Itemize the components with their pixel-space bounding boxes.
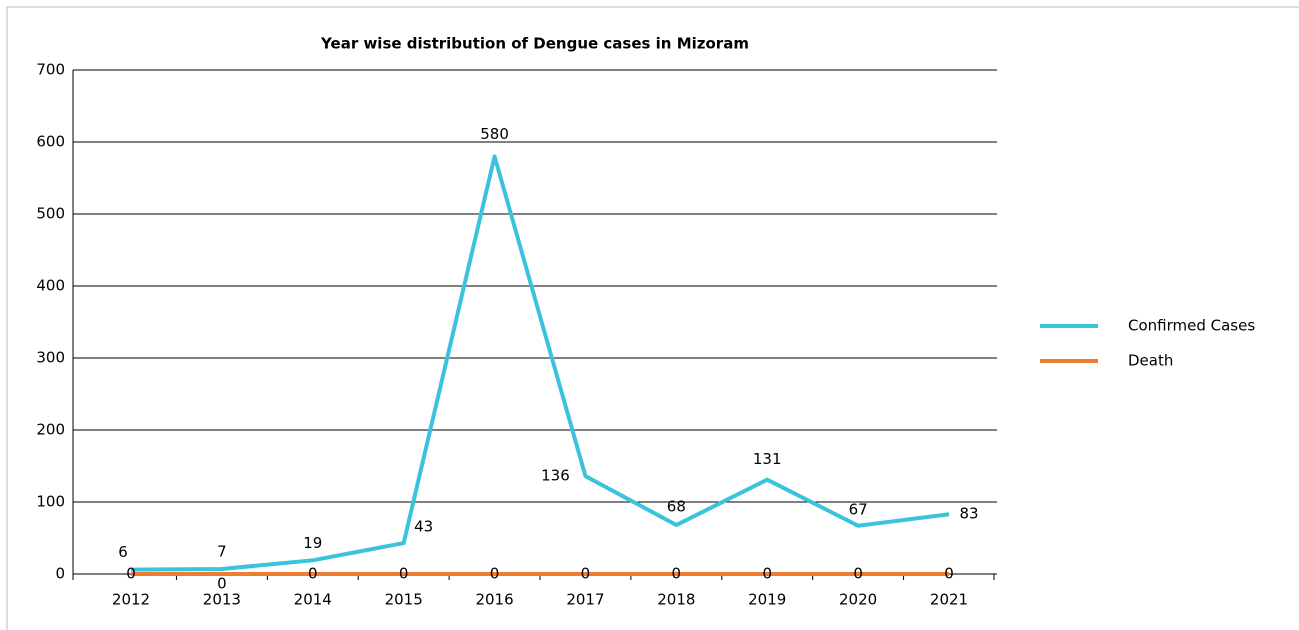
data-label: 136: [541, 467, 570, 485]
y-tick-label: 700: [36, 61, 65, 79]
x-tick-label: 2017: [566, 591, 604, 609]
y-tick-label: 600: [36, 133, 65, 151]
x-tick-label: 2021: [930, 591, 968, 609]
legend-label: Death: [1128, 352, 1173, 370]
x-tick-label: 2013: [203, 591, 241, 609]
data-label: 0: [944, 565, 954, 583]
data-label: 67: [849, 500, 868, 518]
y-tick-label: 400: [36, 277, 65, 295]
data-label: 43: [414, 518, 433, 536]
frame: [6, 6, 1299, 630]
data-label: 0: [490, 565, 500, 583]
data-label: 0: [762, 565, 772, 583]
data-label: 6: [118, 543, 128, 561]
x-tick-label: 2014: [294, 591, 332, 609]
x-tick-label: 2016: [475, 591, 513, 609]
legend-label: Confirmed Cases: [1128, 317, 1255, 335]
data-label: 0: [581, 565, 591, 583]
x-tick-label: 2012: [112, 591, 150, 609]
y-tick-label: 0: [55, 565, 65, 583]
data-label: 68: [667, 498, 686, 516]
data-label: 0: [399, 565, 409, 583]
x-tick-label: 2015: [385, 591, 423, 609]
data-label: 0: [217, 575, 227, 593]
x-tick-label: 2019: [748, 591, 786, 609]
data-label: 0: [672, 565, 682, 583]
x-tick-label: 2018: [657, 591, 695, 609]
y-tick-label: 500: [36, 205, 65, 223]
x-tick-label: 2020: [839, 591, 877, 609]
data-label: 0: [853, 565, 863, 583]
data-label: 131: [753, 450, 782, 468]
y-tick-label: 100: [36, 493, 65, 511]
data-label: 0: [308, 565, 318, 583]
data-label: 7: [217, 542, 227, 560]
y-tick-label: 200: [36, 421, 65, 439]
data-label: 83: [959, 505, 978, 523]
data-label: 0: [126, 565, 136, 583]
data-label: 580: [480, 125, 509, 143]
chart-title: Year wise distribution of Dengue cases i…: [320, 35, 749, 53]
y-tick-label: 300: [36, 349, 65, 367]
series-line: [130, 154, 950, 572]
data-label: 19: [303, 534, 322, 552]
